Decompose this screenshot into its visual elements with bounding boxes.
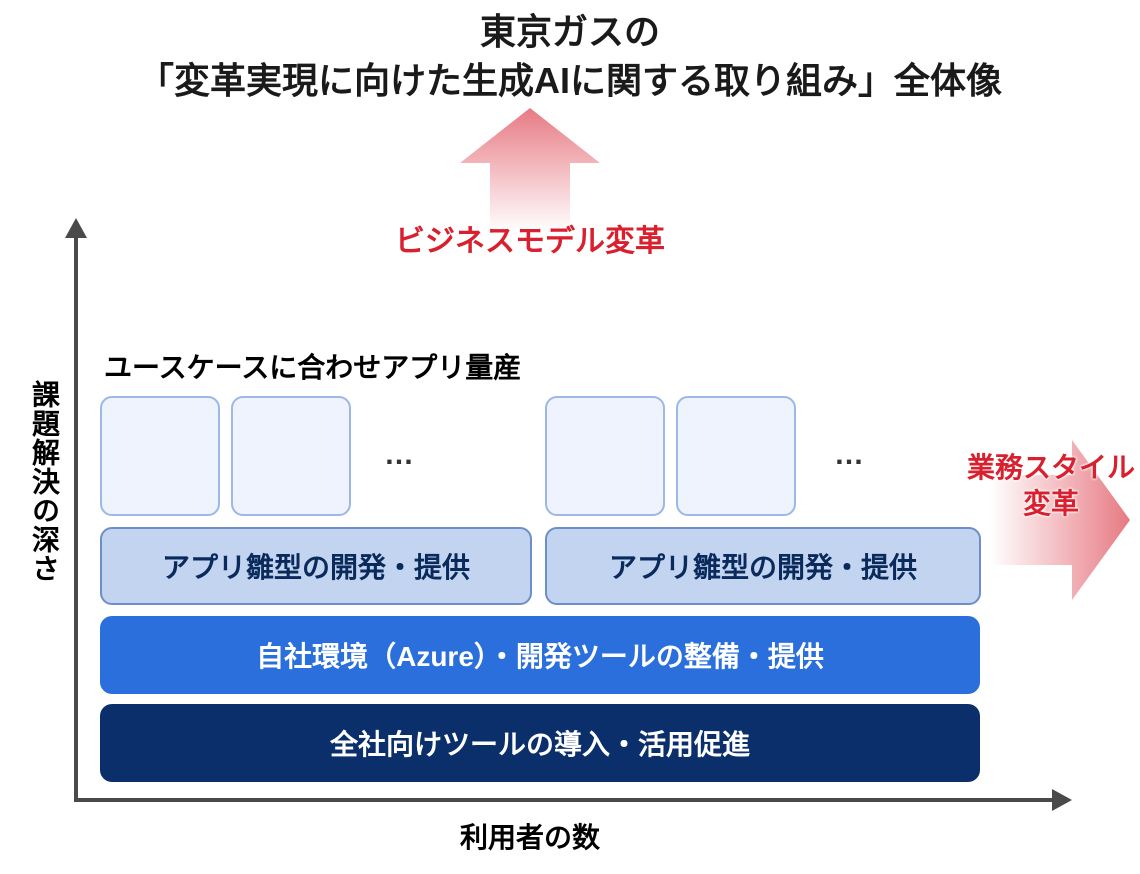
arrow-right-label-line1: 業務スタイル (966, 450, 1136, 486)
layer-app-template-label: アプリ雛型の開発・提供 (162, 546, 470, 586)
ellipsis-icon: … (834, 438, 864, 472)
page-title: 東京ガスの 「変革実現に向けた生成AIに関する取り組み」全体像 (0, 0, 1140, 105)
arrow-right-label-line2: 変革 (966, 486, 1136, 522)
layer-azure-label: 自社環境（Azure）・開発ツールの整備・提供 (256, 635, 824, 675)
app-box (100, 396, 220, 516)
chart-area: ユースケースに合わせアプリ量産 … … アプリ雛型の開発・提供 アプリ雛型の開発… (74, 232, 1064, 802)
ellipsis-icon: … (384, 438, 414, 472)
layer-app-template-label: アプリ雛型の開発・提供 (609, 546, 917, 586)
layer-azure: 自社環境（Azure）・開発ツールの整備・提供 (100, 616, 980, 694)
usecase-label: ユースケースに合わせアプリ量産 (104, 346, 521, 386)
app-box (676, 396, 796, 516)
x-axis-label: 利用者の数 (0, 816, 1060, 856)
title-line-1: 東京ガスの (0, 8, 1140, 57)
app-box (231, 396, 351, 516)
title-line-2: 「変革実現に向けた生成AIに関する取り組み」全体像 (0, 57, 1140, 106)
x-axis (74, 798, 1058, 802)
arrow-up-icon (460, 108, 600, 232)
y-axis (74, 232, 78, 798)
app-box (545, 396, 665, 516)
layer-app-template-left: アプリ雛型の開発・提供 (100, 527, 532, 605)
layer-company-wide: 全社向けツールの導入・活用促進 (100, 704, 980, 782)
arrow-right-label: 業務スタイル 変革 (966, 450, 1136, 523)
layer-company-wide-label: 全社向けツールの導入・活用促進 (330, 723, 750, 763)
y-axis-label: 課題解決の深さ (24, 380, 64, 583)
layer-app-template-right: アプリ雛型の開発・提供 (545, 527, 981, 605)
